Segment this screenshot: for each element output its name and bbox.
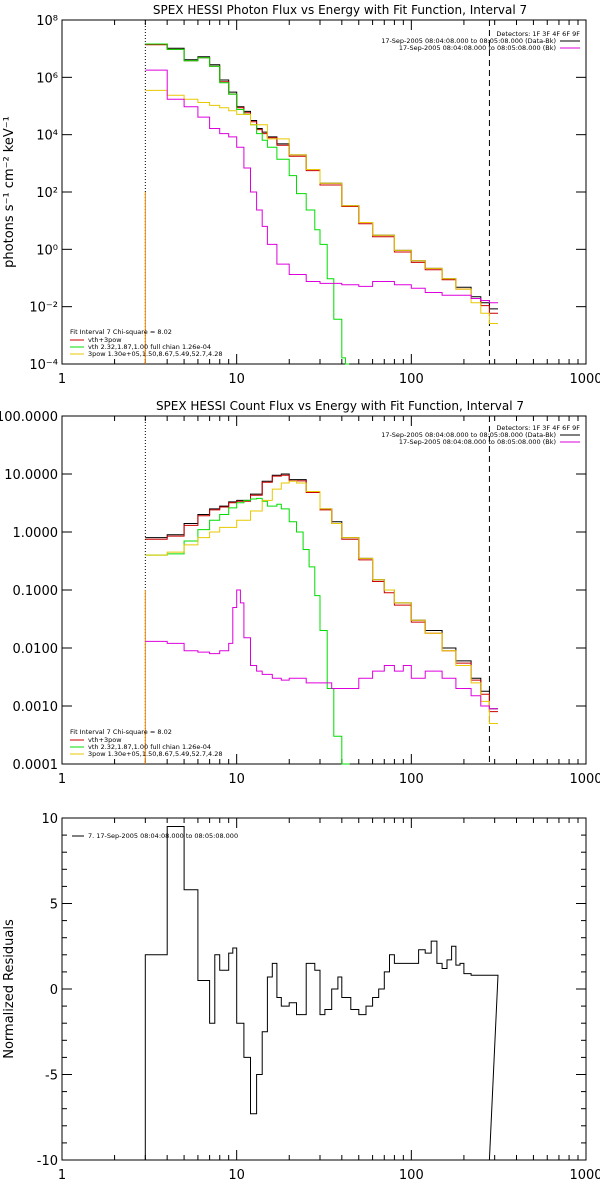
photon-xtick-label: 10: [228, 372, 245, 387]
photon-ytick-label: 10⁻⁴: [29, 358, 58, 373]
residuals-ylabel: Normalized Residuals: [2, 919, 17, 1059]
count-flux-title: SPEX HESSI Count Flux vs Energy with Fit…: [156, 399, 524, 413]
count-series-green: [145, 497, 350, 765]
count-xtick-label: 1: [58, 772, 66, 787]
count-curves: [144, 416, 498, 765]
count-legend-top: Detectors: 1F 3F 4F 6F 9F 17-Sep-2005 08…: [381, 424, 580, 446]
residuals-legend-label: 7. 17-Sep-2005 08:04:08.000 to 08:05:08.…: [88, 832, 238, 840]
count-flux-panel: SPEX HESSI Count Flux vs Energy with Fit…: [0, 399, 600, 787]
residuals-xtick-label: 10: [228, 1168, 245, 1183]
residuals-panel: Normalized Residuals 1 10 100 1000 -10 -5 0 5 10…: [2, 812, 600, 1183]
count-fit-3pow: 3pow 1.30e+05,1.50,8.67,5.49,52.7,4.28: [88, 750, 223, 758]
count-fit-model: vth+3pow: [88, 736, 122, 744]
photon-fit-3pow: 3pow 1.30e+05,1.50,8.67,5.49,52.7,4.28: [88, 350, 223, 358]
count-plot-frame: [61, 415, 587, 765]
photon-series-green: [145, 43, 350, 365]
count-axis-ticks: 1 10 100 1000 0.0001 0.0010 0.0100 0.1000 1.0000…: [0, 410, 600, 787]
photon-legend-detectors: Detectors: 1F 3F 4F 6F 9F: [496, 30, 580, 38]
count-ytick-label: 0.1000: [13, 584, 59, 599]
photon-ytick-label: 10²: [36, 186, 58, 201]
photon-fit-model: vth+3pow: [88, 336, 122, 344]
residuals-xtick-label: 1000: [569, 1168, 600, 1183]
count-ytick-label: 0.0100: [13, 642, 59, 657]
count-xtick-label: 1000: [569, 772, 600, 787]
photon-legend-top: Detectors: 1F 3F 4F 6F 9F 17-Sep-2005 08…: [381, 30, 580, 52]
count-series-red: [145, 474, 498, 713]
count-ytick-label: 0.0010: [13, 700, 59, 715]
residuals-ytick-label: 10: [41, 812, 58, 827]
photon-ytick-label: 10⁶: [36, 71, 58, 86]
count-fit-interval: Fit Interval 7 Chi-square = 8.02: [70, 728, 172, 736]
count-legend-bottom: Fit Interval 7 Chi-square = 8.02 vth+3po…: [70, 728, 223, 758]
photon-legend-data-bk: 17-Sep-2005 08:04:08.000 to 08:05:08.000…: [381, 37, 556, 45]
count-ytick-label: 0.0001: [13, 758, 59, 773]
count-series-magenta: [145, 589, 498, 710]
photon-ytick-label: 10⁻²: [29, 301, 58, 316]
count-legend-data-bk: 17-Sep-2005 08:04:08.000 to 08:05:08.000…: [381, 431, 556, 439]
residuals-xtick-label: 1: [58, 1168, 66, 1183]
residuals-ytick-label: -10: [37, 1154, 58, 1169]
count-xtick-label: 100: [399, 772, 424, 787]
photon-plot-frame: [61, 19, 587, 365]
photon-axis-ticks: 1 10 100 1000 10⁻⁴ 10⁻² 10⁰ 10² 10⁴ 10⁶ 10⁸: [29, 14, 600, 387]
photon-ytick-label: 10⁴: [36, 129, 58, 144]
residuals-plot-frame: [61, 817, 587, 1161]
photon-series-magenta: [145, 69, 498, 304]
count-series-yellow: [145, 480, 498, 724]
residuals-ytick-label: 0: [50, 983, 58, 998]
photon-legend-bk: 17-Sep-2005 08:04:08.000 to 08:05:08.000…: [399, 44, 556, 52]
photon-ytick-label: 10⁸: [36, 14, 58, 29]
residuals-xtick-label: 100: [399, 1168, 424, 1183]
count-ytick-label: 100.0000: [0, 410, 58, 425]
residuals-ytick-label: -5: [45, 1069, 58, 1084]
photon-fit-vth: vth 2.32,1.87,1.00 full chian 1.26e-04: [88, 343, 211, 351]
photon-xtick-label: 1: [58, 372, 66, 387]
photon-series-black: [145, 43, 498, 310]
photon-fit-interval: Fit Interval 7 Chi-square = 8.02: [70, 328, 172, 336]
residuals-curves: [144, 826, 499, 1161]
count-ytick-label: 1.0000: [13, 526, 59, 541]
residuals-axis-ticks: 1 10 100 1000 -10 -5 0 5 10: [37, 812, 600, 1183]
residuals-legend: 7. 17-Sep-2005 08:04:08.000 to 08:05:08.…: [72, 832, 238, 840]
count-ytick-label: 10.0000: [4, 468, 58, 483]
count-xtick-label: 10: [228, 772, 245, 787]
count-legend-detectors: Detectors: 1F 3F 4F 6F 9F: [496, 424, 580, 432]
photon-ylabel: photons s⁻¹ cm⁻² keV⁻¹: [2, 116, 17, 268]
photon-series-yellow: [145, 89, 498, 324]
residuals-series-black: [144, 826, 499, 1161]
residuals-ytick-label: 5: [50, 898, 58, 913]
photon-flux-panel: SPEX HESSI Photon Flux vs Energy with Fi…: [2, 3, 600, 387]
photon-xtick-label: 100: [399, 372, 424, 387]
photon-curves: [144, 20, 498, 365]
photon-xtick-label: 1000: [569, 372, 600, 387]
photon-legend-bottom: Fit Interval 7 Chi-square = 8.02 vth+3po…: [70, 328, 223, 358]
photon-flux-title: SPEX HESSI Photon Flux vs Energy with Fi…: [153, 3, 527, 17]
photon-series-red: [145, 44, 498, 314]
count-legend-bk: 17-Sep-2005 08:04:08.000 to 08:05:08.000…: [399, 438, 556, 446]
photon-ytick-label: 10⁰: [36, 243, 58, 258]
count-fit-vth: vth 2.32,1.87,1.00 full chian 1.26e-04: [88, 743, 211, 751]
